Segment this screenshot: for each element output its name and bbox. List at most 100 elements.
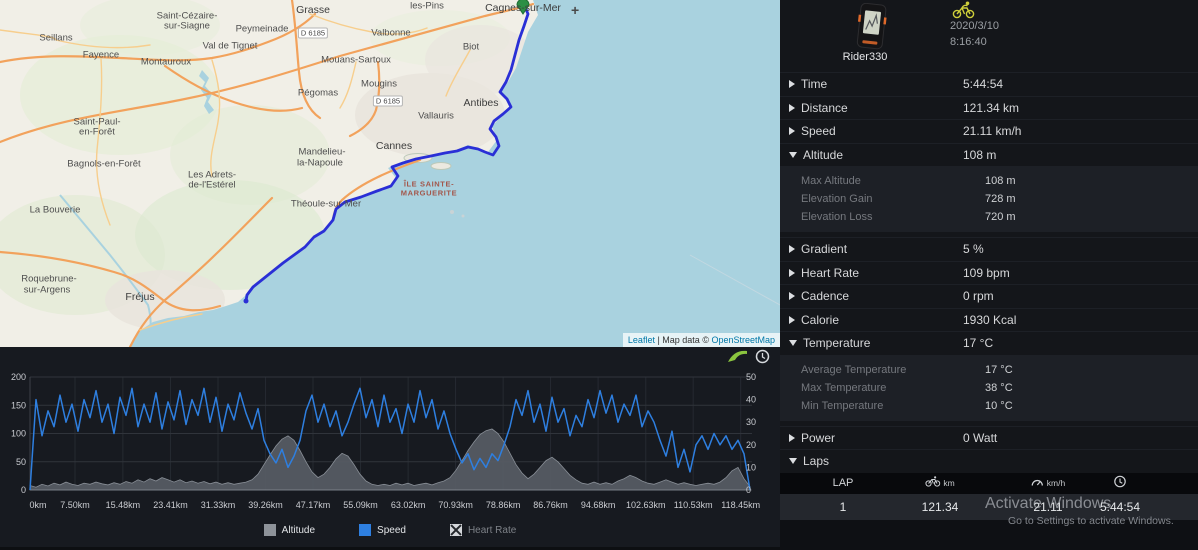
map-canvas	[0, 0, 780, 347]
legend-item-heart-rate[interactable]: Heart Rate	[449, 524, 517, 536]
stat-row-speed[interactable]: Speed 21.11 km/h	[780, 119, 1198, 143]
legend-item-speed[interactable]: Speed	[359, 524, 406, 536]
map-attribution: Leaflet | Map data © OpenStreetMap	[622, 333, 780, 347]
sea	[131, 0, 780, 347]
leaflet-link[interactable]: Leaflet	[627, 335, 655, 345]
stat-value: 0 rpm	[963, 289, 994, 304]
route-start-marker	[516, 0, 530, 15]
gps-route	[244, 1, 530, 302]
expand-icon[interactable]	[789, 292, 795, 301]
laps-col-header-bike: km	[925, 473, 955, 495]
sub-stat-value: 17 °C	[985, 363, 1013, 376]
stat-label: Gradient	[801, 242, 848, 257]
right-axis-tick: 40	[746, 395, 756, 405]
x-axis-tick: 110.53km	[674, 500, 713, 510]
expand-icon[interactable]	[789, 245, 795, 254]
sub-stat-value: 728 m	[985, 193, 1016, 205]
stat-label: Cadence	[801, 289, 850, 304]
right-axis-tick: 50	[746, 372, 756, 382]
chart-section: 0 50 100 150 200 0 10 20 30 40 50 0km 7.50km 15.48km 2…	[0, 347, 780, 547]
sub-stat-row: Max Temperature 38 °C	[780, 379, 1198, 397]
cyclist-icon	[952, 1, 975, 19]
collapse-icon[interactable]	[789, 151, 797, 158]
sub-stat-label: Elevation Gain	[801, 193, 873, 205]
x-axis-tick: 70.93km	[438, 500, 473, 510]
temperature-details: Average Temperature 17 °C Max Temperature 3…	[780, 354, 1198, 421]
x-axis-tick: 94.68km	[581, 500, 616, 510]
legend-swatch	[359, 524, 372, 536]
right-axis-tick: 0	[746, 485, 751, 495]
legend-label: Heart Rate	[467, 524, 517, 536]
left-axis-tick: 100	[11, 429, 26, 439]
stat-row-laps[interactable]: Laps	[780, 449, 1198, 473]
stat-label: Speed	[801, 124, 836, 139]
sub-stat-value: 108 m	[985, 175, 1016, 187]
road-shield: D 6185	[297, 27, 329, 39]
stat-label: Time	[801, 77, 828, 92]
laps-table-header: LAP km km/h	[780, 472, 1198, 495]
chart-legend: Altitude Speed Heart Rate	[0, 524, 780, 536]
panel-bottom	[780, 520, 1198, 550]
expand-icon[interactable]	[789, 433, 795, 442]
lap-cell: 5:44:54	[1099, 500, 1141, 514]
clock-icon[interactable]	[755, 349, 770, 364]
expand-icon[interactable]	[789, 103, 795, 112]
device-photo	[856, 3, 887, 50]
expand-icon[interactable]	[789, 315, 795, 324]
sub-stat-row: Elevation Loss 720 m	[780, 208, 1198, 226]
collapse-icon[interactable]	[789, 458, 797, 465]
stat-row-heart-rate[interactable]: Heart Rate 109 bpm	[780, 260, 1198, 285]
x-axis-tick: 118.45km	[721, 500, 760, 510]
lap-cell: 21.11	[1033, 500, 1063, 514]
unit-label: km	[943, 478, 955, 489]
stat-label: Temperature	[803, 336, 871, 351]
stat-row-cadence[interactable]: Cadence 0 rpm	[780, 284, 1198, 308]
legend-swatch	[263, 524, 276, 536]
stat-row-calorie[interactable]: Calorie 1930 Kcal	[780, 307, 1198, 332]
left-axis-tick: 150	[11, 400, 26, 410]
expand-icon[interactable]	[789, 80, 795, 89]
sub-stat-label: Max Altitude	[801, 175, 861, 187]
stat-row-temperature[interactable]: Temperature 17 °C	[780, 331, 1198, 355]
stat-label: Heart Rate	[801, 265, 860, 280]
stats-list: Time 5:44:54 Distance 121.34 km Speed 21.11 k…	[780, 72, 1198, 473]
stat-row-gradient[interactable]: Gradient 5 %	[780, 237, 1198, 261]
legend-item-altitude[interactable]: Altitude	[263, 524, 315, 536]
osm-link[interactable]: OpenStreetMap	[711, 335, 775, 345]
stat-label: Distance	[801, 100, 848, 115]
device-name: Rider330	[842, 51, 888, 63]
sub-stat-row: Max Altitude 108 m	[780, 172, 1198, 190]
stat-row-time[interactable]: Time 5:44:54	[780, 72, 1198, 96]
left-axis-tick: 0	[21, 485, 26, 495]
stat-row-power[interactable]: Power 0 Watt	[780, 425, 1198, 450]
map[interactable]: + Cagnes-sur-Mer Saint-Cézaire-sur-Siagne…	[0, 0, 780, 347]
zoom-in-control[interactable]: +	[571, 2, 580, 18]
activity-start-time: 8:16:40	[950, 36, 987, 48]
sub-stat-value: 38 °C	[985, 381, 1013, 394]
expand-icon[interactable]	[789, 268, 795, 277]
legend-swatch	[449, 524, 462, 536]
panel-header: Rider330 2020/3/10 8:16:40	[780, 0, 1198, 72]
clock-icon	[1114, 475, 1127, 491]
legend-label: Speed	[377, 524, 406, 536]
stat-row-distance[interactable]: Distance 121.34 km	[780, 95, 1198, 120]
stat-value: 108 m	[963, 147, 997, 162]
summary-panel: Rider330 2020/3/10 8:16:40 Time 5:44:54 Di…	[780, 0, 1198, 550]
right-axis-tick: 30	[746, 417, 756, 427]
activity-chart[interactable]: 0 50 100 150 200 0 10 20 30 40 50 0km 7.50km 15.48km 2…	[0, 347, 780, 547]
collapse-icon[interactable]	[789, 340, 797, 347]
sub-stat-label: Average Temperature	[801, 363, 907, 376]
stat-row-altitude[interactable]: Altitude 108 m	[780, 142, 1198, 167]
x-axis-tick: 55.09km	[343, 500, 378, 510]
green-arrow-icon[interactable]	[726, 349, 748, 364]
attribution-text: | Map data ©	[654, 335, 712, 345]
expand-icon[interactable]	[789, 127, 795, 136]
stat-label: Calorie	[801, 312, 840, 327]
stat-label: Power	[801, 430, 836, 445]
lap-row[interactable]: 1 121.34 21.11 5:44:54	[780, 494, 1198, 520]
x-axis-tick: 7.50km	[60, 500, 90, 510]
stat-label: Laps	[803, 454, 830, 469]
right-axis-tick: 20	[746, 440, 756, 450]
activate-windows-watermark: Activate Windows	[985, 495, 1112, 512]
sub-stat-value: 720 m	[985, 211, 1016, 223]
